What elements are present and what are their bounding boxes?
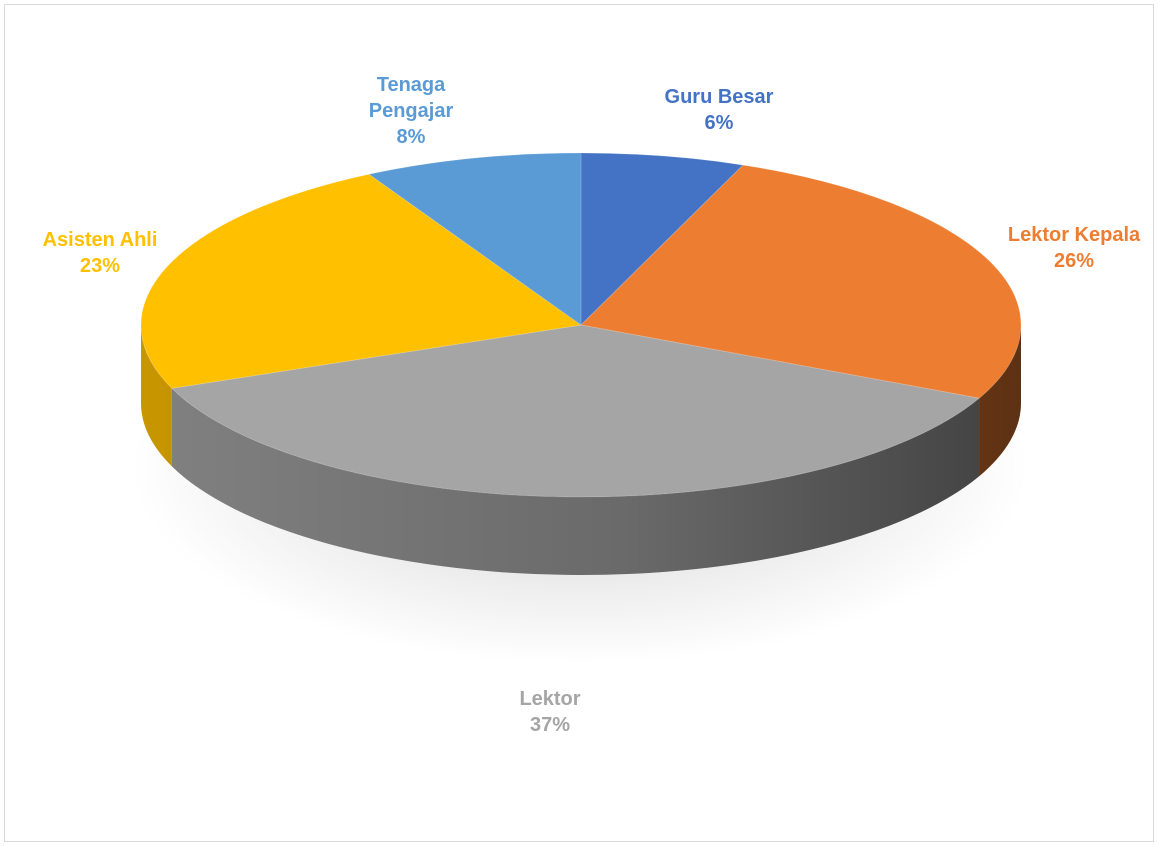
data-label-tenaga-pengajar: Tenaga Pengajar 8% <box>369 74 454 148</box>
data-label-lektor-kepala: Lektor Kepala 26% <box>1008 224 1141 272</box>
pie-slice-lektor-kepala <box>579 164 1022 399</box>
data-label-lektor: Lektor 37% <box>519 688 580 736</box>
pie-slice-lektor <box>170 324 981 498</box>
data-label-guru-besar: Guru Besar 6% <box>665 86 774 134</box>
data-label-asisten-ahli: Asisten Ahli 23% <box>43 229 158 277</box>
pie-chart: Guru Besar 6% Lektor Kepala 26% Lektor 37% Asi… <box>43 74 1141 736</box>
pie-slice-asisten-ahli <box>140 173 583 389</box>
pie-slice-tenaga-pengajar <box>367 152 582 326</box>
pie-slice-guru-besar <box>580 152 745 327</box>
chart-area: Guru Besar 6% Lektor Kepala 26% Lektor 37% Asi… <box>4 4 1154 842</box>
